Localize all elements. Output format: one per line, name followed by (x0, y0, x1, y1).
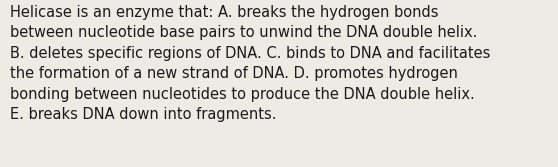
Text: Helicase is an enzyme that: A. breaks the hydrogen bonds
between nucleotide base: Helicase is an enzyme that: A. breaks th… (10, 5, 490, 122)
